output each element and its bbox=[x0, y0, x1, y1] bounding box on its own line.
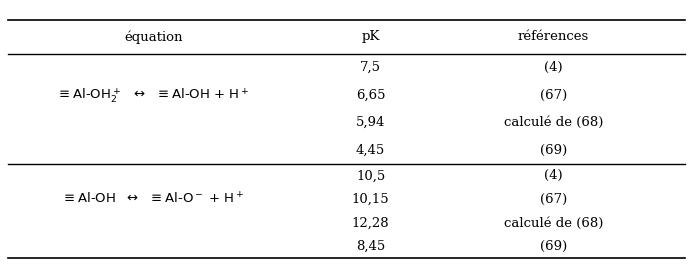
Text: 8,45: 8,45 bbox=[356, 240, 385, 253]
Text: 12,28: 12,28 bbox=[352, 217, 389, 229]
Text: $\equiv$Al-OH  $\leftrightarrow$  $\equiv$Al-O$^-$ + H$^+$: $\equiv$Al-OH $\leftrightarrow$ $\equiv$… bbox=[62, 192, 245, 207]
Text: références: références bbox=[518, 30, 589, 43]
Text: (67): (67) bbox=[540, 89, 567, 102]
Text: 4,45: 4,45 bbox=[356, 144, 385, 157]
Text: $\equiv$Al-OH$_2^+$  $\leftrightarrow$  $\equiv$Al-OH + H$^+$: $\equiv$Al-OH$_2^+$ $\leftrightarrow$ $\… bbox=[56, 86, 250, 104]
Text: 7,5: 7,5 bbox=[360, 61, 381, 74]
Text: (67): (67) bbox=[540, 193, 567, 206]
Text: équation: équation bbox=[124, 30, 182, 43]
Text: (69): (69) bbox=[540, 144, 567, 157]
Text: 5,94: 5,94 bbox=[356, 116, 385, 129]
Text: (4): (4) bbox=[544, 61, 563, 74]
Text: calculé de (68): calculé de (68) bbox=[504, 116, 603, 129]
Text: pK: pK bbox=[362, 30, 380, 43]
Text: calculé de (68): calculé de (68) bbox=[504, 217, 603, 229]
Text: 10,15: 10,15 bbox=[352, 193, 389, 206]
Text: (4): (4) bbox=[544, 169, 563, 182]
Text: 10,5: 10,5 bbox=[356, 169, 385, 182]
Text: 6,65: 6,65 bbox=[356, 89, 385, 102]
Text: (69): (69) bbox=[540, 240, 567, 253]
